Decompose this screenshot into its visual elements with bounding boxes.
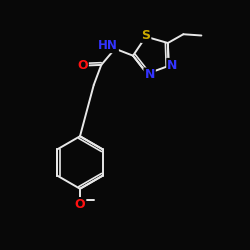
Text: O: O [77,59,88,72]
Text: N: N [144,68,155,82]
Text: N: N [167,59,177,72]
Text: S: S [141,29,150,42]
Text: HN: HN [98,39,118,52]
Text: O: O [75,198,85,211]
